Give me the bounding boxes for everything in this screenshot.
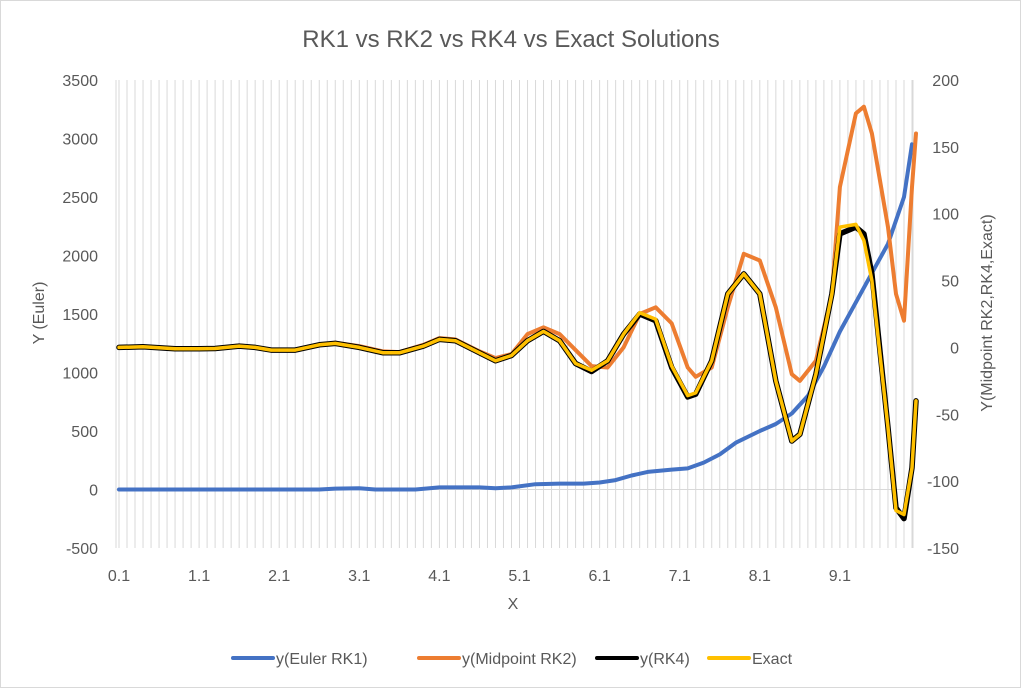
legend-label: Exact — [752, 651, 793, 668]
y-axis-title-left: Y (Euler) — [31, 282, 48, 345]
y-tick-label-right: 200 — [932, 73, 959, 90]
y-tick-label-left: 2500 — [62, 190, 98, 207]
y-tick-label-right: 0 — [950, 340, 959, 357]
series-line-y-euler-rk1 — [117, 142, 914, 492]
x-tick-label: 6.1 — [588, 568, 610, 585]
y-tick-label-right: -150 — [927, 541, 959, 558]
y-axis-title-right: Y(Midpoint RK2,RK4,Exact) — [979, 214, 996, 411]
y-tick-label-left: 1500 — [62, 307, 98, 324]
y-tick-label-right: -100 — [927, 474, 959, 491]
legend: y(Euler RK1) y(Midpoint RK2) y(RK4) Exact — [231, 651, 793, 668]
y-tick-label-left: -500 — [66, 541, 98, 558]
legend-label: y(Euler RK1) — [276, 651, 368, 668]
series-line-exact — [117, 222, 918, 517]
x-tick-label: 4.1 — [428, 568, 450, 585]
chart-title: RK1 vs RK2 vs RK4 vs Exact Solutions — [302, 26, 720, 53]
y-tick-label-right: 100 — [932, 207, 959, 224]
series-layer — [116, 104, 919, 522]
x-tick-label: 1.1 — [188, 568, 210, 585]
y-tick-label-left: 2000 — [62, 249, 98, 266]
series-line-y-midpoint-rk2 — [117, 104, 918, 383]
legend-label: y(Midpoint RK2) — [462, 651, 577, 668]
y-tick-label-left: 500 — [71, 424, 98, 441]
y-tick-label-right: 50 — [941, 274, 959, 291]
y-tick-label-left: 3500 — [62, 73, 98, 90]
legend-label: y(RK4) — [640, 651, 690, 668]
y-tick-label-left: 1000 — [62, 366, 98, 383]
grid-layer — [115, 80, 914, 548]
x-tick-label: 8.1 — [749, 568, 771, 585]
y-tick-label-left: 0 — [89, 483, 98, 500]
x-tick-label: 0.1 — [108, 568, 130, 585]
x-tick-label: 5.1 — [508, 568, 530, 585]
x-tick-label: 2.1 — [268, 568, 290, 585]
series-line-y-rk4 — [116, 224, 919, 522]
x-tick-label: 9.1 — [829, 568, 851, 585]
x-axis-title: X — [508, 596, 519, 613]
y-tick-label-right: 150 — [932, 140, 959, 157]
axis-layer: -5000500100015002000250030003500-150-100… — [62, 73, 959, 585]
x-tick-label: 7.1 — [669, 568, 691, 585]
y-tick-label-left: 3000 — [62, 132, 98, 149]
x-tick-label: 3.1 — [348, 568, 370, 585]
y-tick-label-right: -50 — [936, 407, 959, 424]
